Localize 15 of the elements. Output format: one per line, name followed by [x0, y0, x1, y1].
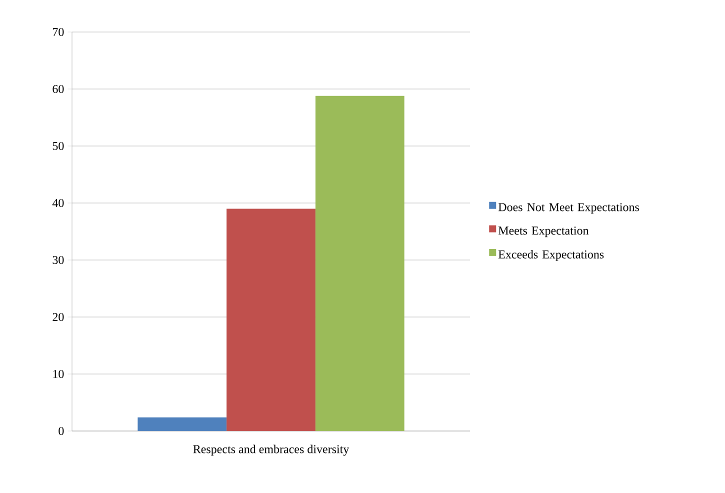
- y-tick-label: 10: [53, 370, 64, 378]
- y-tick-label: 50: [52, 142, 64, 150]
- x-tick-label: Respects and embraces diversity: [193, 444, 350, 456]
- y-tick-label: 30: [52, 256, 64, 264]
- y-tick-label: 0: [58, 426, 64, 436]
- bar: [315, 96, 404, 432]
- legend-label: Does Not Meet Expectations: [498, 203, 639, 214]
- legend-label: Meets Expectation: [498, 226, 589, 238]
- y-tick-label: 20: [52, 312, 64, 322]
- y-tick-label: 40: [52, 198, 64, 208]
- bar: [226, 208, 316, 432]
- bar: [138, 417, 227, 432]
- y-tick-label: 60: [52, 84, 64, 94]
- y-tick-label: 70: [52, 28, 64, 36]
- legend-label: Exceeds Expectations: [498, 250, 604, 261]
